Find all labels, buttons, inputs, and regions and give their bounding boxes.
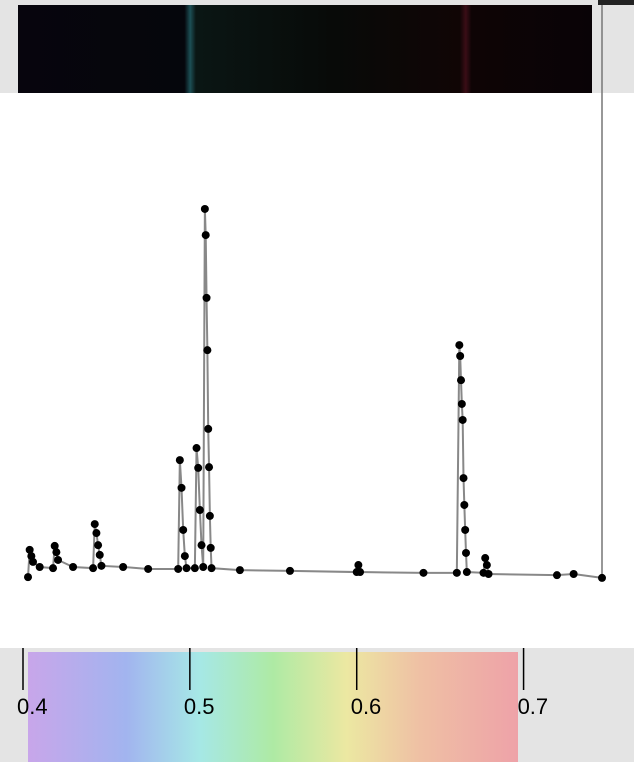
data-point [354,561,363,570]
data-point [94,541,103,550]
data-point [182,564,191,573]
data-point [52,548,61,557]
data-point [197,541,206,550]
data-point [460,500,469,509]
spectrum-image [18,5,592,93]
data-point [201,231,210,240]
data-point [482,561,491,570]
data-point [29,557,38,566]
data-point [180,552,189,561]
data-point [207,564,216,573]
data-point [194,463,203,472]
plot: 0.4 0.5 0.6 0.7 [17,204,606,719]
data-point [90,520,99,529]
plot-area [0,93,634,648]
data-point [202,293,211,302]
data-point [456,352,465,360]
data-point [206,543,215,552]
data-point [179,525,188,534]
data-point [419,568,428,577]
data-point [484,570,493,579]
data-point [190,564,199,573]
data-point [598,573,606,582]
x-tick-label: 0.7 [518,694,549,719]
data-point [455,341,464,350]
data-point [459,474,468,483]
data-point [457,399,466,408]
data-point [458,415,467,424]
x-tick-label: 0.5 [184,694,215,719]
data-point [69,562,78,571]
x-tick-label: 0.4 [17,694,48,719]
data-point [452,568,461,577]
data-point [54,555,63,564]
data-point [462,568,471,577]
data-point [25,545,34,554]
data-point [174,564,183,573]
data-point [205,511,214,520]
data-point [49,564,58,573]
data-point [200,204,209,213]
data-point [119,562,128,571]
data-point [204,424,213,433]
data-point [92,529,101,538]
data-point [203,346,212,355]
data-point [50,541,59,550]
data-point [552,571,561,580]
data-point [192,444,201,453]
data-point [457,376,466,385]
data-point [177,483,186,492]
data-point [35,562,44,571]
data-point [462,548,471,557]
corner [598,0,634,5]
data-point [24,573,33,582]
data-point [235,566,244,575]
data-point [285,566,294,575]
data-point [205,463,214,472]
data-point [569,570,578,579]
data-point [95,550,104,559]
data-point [195,506,204,515]
data-point [144,564,153,573]
data-point [461,525,470,534]
data-point [175,456,184,465]
data-point [481,554,490,563]
data-point [356,568,365,577]
x-tick-label: 0.6 [351,694,382,719]
data-point [89,564,98,573]
data-point [97,561,106,570]
data-point [199,562,208,571]
wavelength-color-bar [28,652,518,762]
